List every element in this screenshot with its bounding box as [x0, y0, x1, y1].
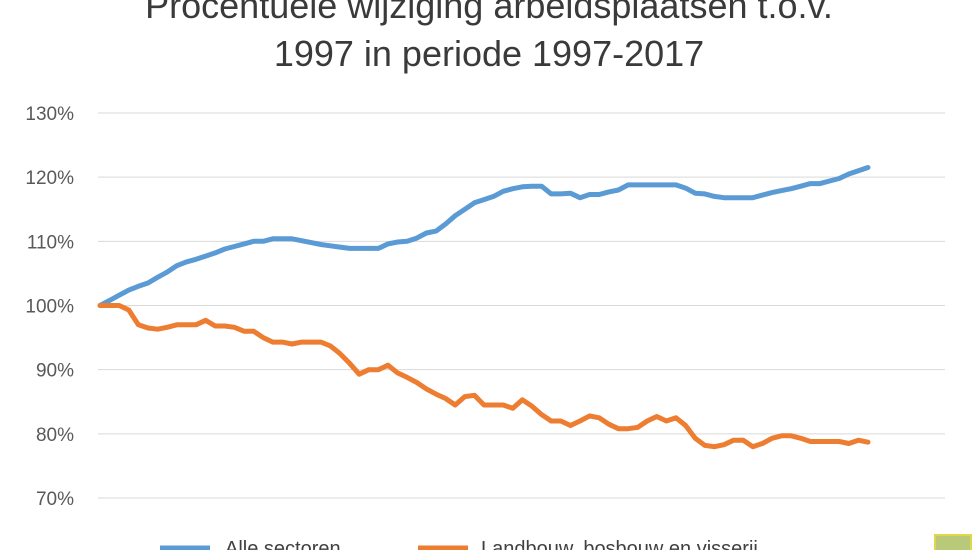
corner-widget [934, 534, 972, 550]
chart-title-line-2: 1997 in periode 1997-2017 [274, 33, 704, 74]
series-line-landbouw [97, 303, 871, 450]
chart-title-line-1: Procentuele wijziging arbeidsplaatsen t.… [145, 0, 833, 26]
y-tick-label: 110% [27, 232, 74, 253]
y-tick-label: 100% [25, 297, 74, 318]
y-tick-label: 80% [36, 425, 74, 446]
legend-label-landbouw: Landbouw, bosbouw en visserij [481, 538, 758, 550]
y-axis-tick-labels: 130% 120% 110% 100% 90% 80% 70% [25, 104, 74, 510]
y-tick-label: 90% [36, 361, 74, 382]
gridlines [98, 112, 945, 499]
legend: Alle sectoren Landbouw, bosbouw en visse… [160, 538, 758, 550]
y-tick-label: 120% [25, 168, 74, 189]
y-tick-label: 130% [25, 104, 74, 125]
series-lines [97, 165, 871, 450]
chart-title: Procentuele wijziging arbeidsplaatsen t.… [145, 0, 833, 74]
legend-label-alle-sectoren: Alle sectoren [225, 538, 341, 550]
series-line-alle-sectoren [97, 165, 871, 308]
y-tick-label: 70% [36, 489, 74, 510]
